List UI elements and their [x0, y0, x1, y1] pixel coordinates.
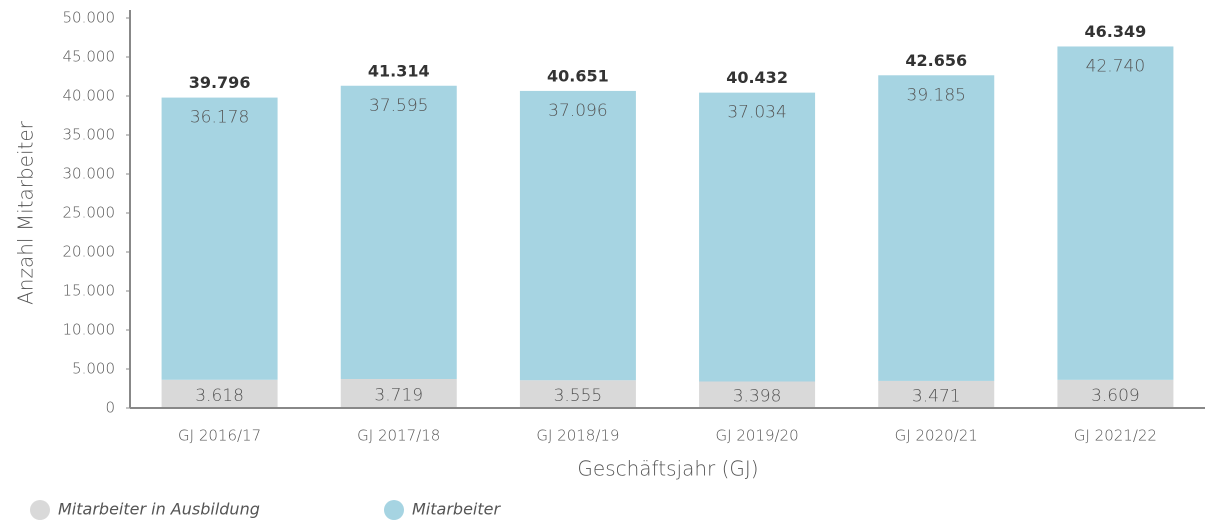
y-tick-label: 15.000: [63, 282, 116, 300]
bar-segment: [1057, 379, 1174, 408]
total-label: 40.651: [547, 66, 609, 85]
y-tick-label: 0: [105, 399, 115, 417]
value-label: 3.555: [554, 386, 603, 406]
bar-segment: [161, 97, 278, 380]
value-label: 3.618: [195, 386, 244, 406]
bar-segment: [340, 85, 457, 379]
total-label: 41.314: [368, 61, 430, 80]
y-tick-label: 20.000: [63, 243, 116, 261]
y-tick-label: 45.000: [63, 48, 116, 66]
bar-segment: [340, 378, 457, 408]
value-label: 3.719: [374, 385, 423, 405]
value-label: 3.398: [733, 387, 782, 407]
value-label: 37.096: [548, 101, 607, 121]
bar-segment: [878, 380, 995, 408]
value-label: 3.609: [1091, 386, 1140, 406]
value-label: 36.178: [190, 108, 249, 128]
bar-segment: [699, 92, 816, 382]
bar-segment: [161, 379, 278, 408]
legend-label: Mitarbeiter: [412, 500, 501, 519]
value-label: 37.595: [369, 96, 428, 116]
bar-segment: [1057, 46, 1174, 380]
x-tick-label: GJ 2019/20: [716, 427, 799, 445]
x-tick-label: GJ 2017/18: [357, 427, 440, 445]
y-axis-title: Anzahl Mitarbeiter: [14, 120, 38, 305]
total-label: 39.796: [189, 73, 251, 92]
y-tick-label: 30.000: [63, 165, 116, 183]
bar-segment: [519, 380, 636, 408]
y-tick-label: 10.000: [63, 321, 116, 339]
y-tick-label: 5.000: [72, 360, 115, 378]
value-label: 39.185: [907, 85, 966, 105]
x-tick-label: GJ 2020/21: [895, 427, 978, 445]
x-axis-title: Geschäftsjahr (GJ): [577, 457, 758, 481]
total-label: 46.349: [1085, 22, 1147, 41]
legend-label: Mitarbeiter in Ausbildung: [58, 500, 260, 519]
value-label: 42.740: [1086, 56, 1145, 76]
bar-segment: [878, 75, 995, 381]
bar-segment: [699, 381, 816, 408]
x-tick-label: GJ 2021/22: [1074, 427, 1157, 445]
bar-segment: [519, 90, 636, 381]
y-tick-label: 50.000: [63, 9, 116, 27]
total-label: 40.432: [726, 68, 788, 87]
total-label: 42.656: [905, 51, 967, 70]
y-tick-label: 35.000: [63, 126, 116, 144]
x-tick-label: GJ 2018/19: [536, 427, 619, 445]
legend-swatch: [384, 500, 404, 520]
legend-swatch: [30, 500, 50, 520]
y-tick-label: 40.000: [63, 87, 116, 105]
x-tick-label: GJ 2016/17: [178, 427, 261, 445]
value-label: 37.034: [727, 103, 786, 123]
value-label: 3.471: [912, 386, 961, 406]
y-tick-label: 25.000: [63, 204, 116, 222]
